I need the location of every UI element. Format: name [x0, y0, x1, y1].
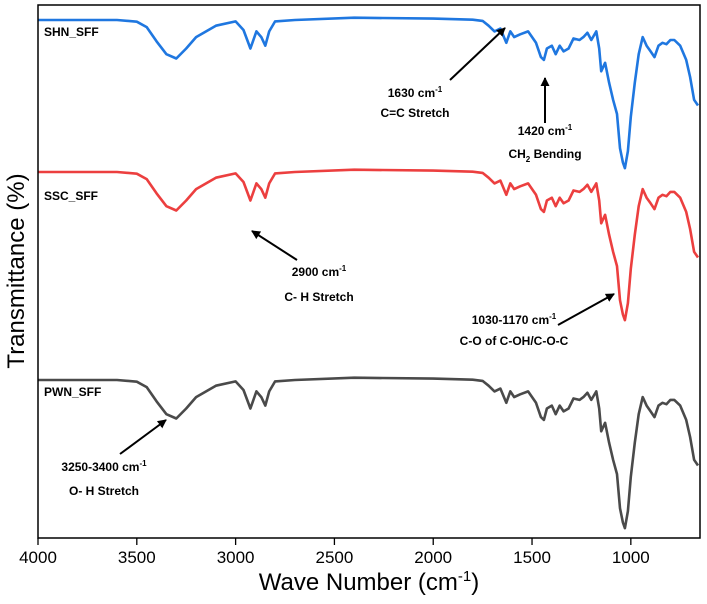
- annotation-wavenumber: 1630 cm-1: [388, 85, 443, 100]
- annotation-wavenumber: 3250-3400 cm-1: [61, 459, 147, 474]
- x-tick-label: 3000: [217, 548, 255, 567]
- annotation-assignment: CH2 Bending: [508, 147, 581, 164]
- annotation-arrow: [449, 27, 506, 81]
- annotation-arrow: [251, 230, 298, 261]
- series-line-shn_sff: [38, 16, 700, 170]
- annotation-wavenumber: 2900 cm-1: [292, 264, 347, 279]
- y-axis-title: Transmittance (%): [3, 173, 30, 368]
- series-line-pwn_sff: [38, 376, 700, 530]
- series-labels: SHN_SFF SSC_SFF PWN_SFF: [44, 25, 101, 399]
- x-tick-label: 1000: [612, 548, 650, 567]
- x-axis-ticks: 4000 3500 3000 2500 2000 1500 1000: [19, 538, 650, 567]
- x-tick-label: 4000: [19, 548, 57, 567]
- annotation-assignment: O- H Stretch: [69, 484, 139, 498]
- x-axis-title: Wave Number (cm-1): [259, 568, 479, 596]
- x-tick-label: 1500: [513, 548, 551, 567]
- annotation-arrow: [119, 419, 167, 455]
- series-label-shn_sff: SHN_SFF: [44, 25, 99, 39]
- x-tick-label: 3500: [118, 548, 156, 567]
- annotation-assignment: C-O of C-OH/C-O-C: [460, 334, 569, 348]
- annotation-arrow: [557, 293, 615, 326]
- annotation-assignment: C- H Stretch: [284, 290, 353, 304]
- series-line-ssc_sff: [38, 168, 700, 322]
- series-label-ssc_sff: SSC_SFF: [44, 189, 98, 203]
- annotations-group: 1630 cm-1 C=C Stretch 1420 cm-1 CH2 Bending…: [61, 27, 615, 498]
- annotation-assignment: C=C Stretch: [380, 106, 449, 120]
- x-tick-label: 2000: [414, 548, 452, 567]
- series-label-pwn_sff: PWN_SFF: [44, 385, 101, 399]
- annotation-wavenumber: 1030-1170 cm-1: [472, 312, 557, 327]
- x-tick-label: 2500: [316, 548, 354, 567]
- spectra-group: [38, 16, 700, 530]
- annotation-wavenumber: 1420 cm-1: [518, 123, 573, 138]
- plot-frame: [37, 4, 701, 539]
